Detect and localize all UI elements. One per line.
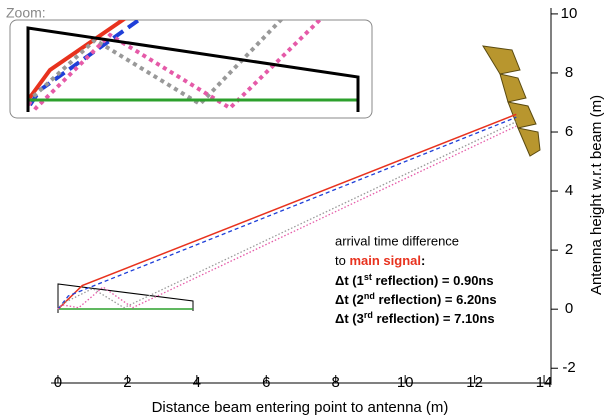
delta-pre: Δt (1 [335, 273, 364, 288]
delta-label: Δt (1st reflection) = 0.90ns [335, 272, 494, 288]
chart: Zoom: arrival time difference to main si… [0, 0, 608, 417]
y-tick-label: 10 [561, 5, 578, 22]
y-axis-label: Antenna height w.r.t beam (m) [588, 95, 605, 295]
delta-sup: rd [364, 310, 373, 320]
delta-pre: Δt (3 [335, 311, 364, 326]
inset-lines [28, 0, 358, 112]
y-tick-label: 2 [565, 241, 573, 258]
annotation: arrival time difference to main signal: … [335, 233, 497, 326]
y-tick-label: 8 [565, 64, 573, 81]
x-tick-label: 0 [54, 374, 62, 391]
x-axis-label: Distance beam entering point to antenna … [152, 399, 449, 416]
inset-second [28, 0, 300, 104]
annotation-colon: : [421, 253, 425, 268]
zoom-inset: Zoom: [6, 0, 372, 118]
delta-label: Δt (3rd reflection) = 7.10ns [335, 310, 495, 326]
y-tick-label: 0 [565, 300, 573, 317]
y-tick-label: 4 [565, 182, 573, 199]
inset-label: Zoom: [6, 5, 46, 21]
x-tick-label: 8 [332, 374, 340, 391]
delta-post: reflection) = 7.10ns [373, 311, 495, 326]
antenna [483, 46, 540, 156]
x-tick-label: 2 [123, 374, 131, 391]
y-tick-label: -2 [562, 359, 575, 376]
x-tick-label: 4 [193, 374, 201, 391]
x-tick-label: 6 [262, 374, 270, 391]
delta-sup: nd [364, 291, 375, 301]
annotation-line: arrival time difference [335, 233, 459, 248]
x-tick-label: 10 [397, 374, 414, 391]
annotation-line: to main signal: [335, 253, 425, 268]
delta-post: reflection) = 6.20ns [375, 292, 497, 307]
x-tick-label: 12 [466, 374, 483, 391]
x-tick-label: 14 [536, 374, 553, 391]
y-tick-label: 6 [565, 123, 573, 140]
annotation-text: to [335, 253, 346, 268]
annotation-main: main signal [349, 253, 421, 268]
delta-post: reflection) = 0.90ns [372, 273, 494, 288]
delta-sup: st [364, 272, 372, 282]
delta-pre: Δt (2 [335, 292, 364, 307]
delta-label: Δt (2nd reflection) = 6.20ns [335, 291, 497, 307]
